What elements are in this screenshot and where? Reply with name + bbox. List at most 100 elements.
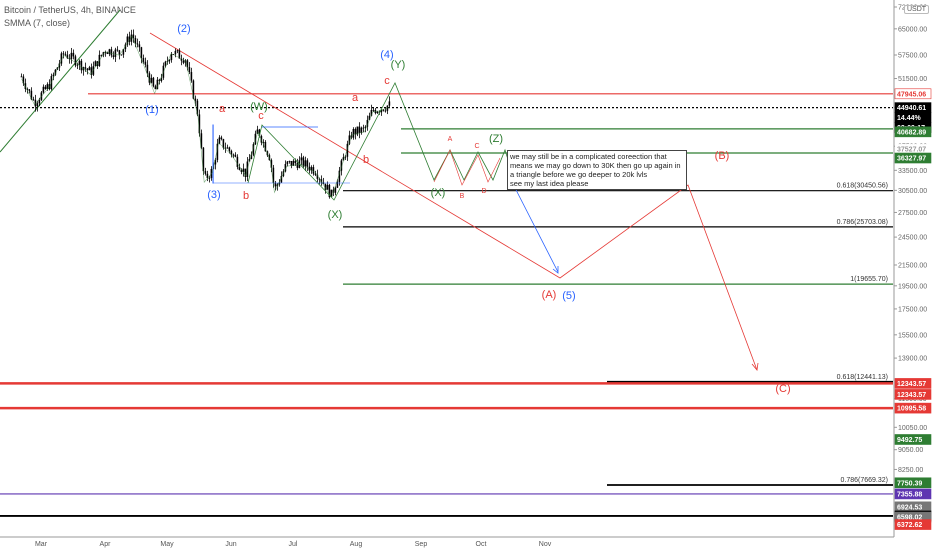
candle-body <box>228 147 231 151</box>
x-tick-label: Aug <box>350 541 363 548</box>
wave-label: a <box>219 103 226 115</box>
candle-body <box>122 49 125 55</box>
candle-body <box>354 129 357 135</box>
candle-body <box>204 171 207 174</box>
candle-body <box>184 60 187 63</box>
x-tick-label: Jul <box>289 541 298 548</box>
candle-body <box>262 142 265 143</box>
x-tick-label: May <box>160 541 174 548</box>
candle-body <box>300 157 303 161</box>
candle-body <box>188 67 191 73</box>
candle-body <box>132 34 135 39</box>
candle-body <box>352 129 355 138</box>
candle-body <box>142 58 145 62</box>
wave-label: A <box>448 136 453 143</box>
abcd-triangle-path <box>433 149 501 186</box>
candle-body <box>116 49 119 51</box>
y-tick-label: 57500.00 <box>898 53 927 60</box>
candle-body <box>66 54 69 59</box>
candle-body <box>186 60 189 68</box>
candle-body <box>236 156 239 167</box>
candle-body <box>270 160 273 168</box>
candle-body <box>202 147 205 172</box>
candle-body <box>134 38 137 44</box>
candle-body <box>28 89 31 91</box>
candle-body <box>78 60 81 65</box>
price-badge-label: 6598.02 <box>897 515 922 522</box>
candle-body <box>32 99 35 101</box>
candle-body <box>242 168 245 172</box>
annotation-text: we may still be in a complicated coreect… <box>510 152 681 188</box>
wave-label: (2) <box>177 23 190 35</box>
candle-body <box>106 52 109 55</box>
candle-body <box>226 147 229 149</box>
candle-body <box>180 58 183 61</box>
candle-body <box>138 44 141 48</box>
candle-body <box>148 73 151 83</box>
candle-body <box>44 86 47 89</box>
candle-body <box>278 182 281 185</box>
price-badge-label: 7355.88 <box>897 491 922 498</box>
candle-body <box>370 109 373 116</box>
candle-body <box>76 64 79 66</box>
candle-body <box>130 34 133 42</box>
price-badge-label: 36327.97 <box>897 156 926 163</box>
candle-body <box>222 139 225 148</box>
fib-label: 0.618(30450.56) <box>837 183 888 190</box>
candle-body <box>250 154 253 159</box>
price-badge <box>894 402 932 414</box>
candle-body <box>176 50 179 52</box>
price-badge-label: 44940.61 <box>897 105 926 112</box>
red-projection-path <box>149 32 758 371</box>
wave-label: B <box>460 193 465 200</box>
annotation-note[interactable]: we may still be in a complicated coreect… <box>507 150 687 190</box>
candle-body <box>136 43 139 45</box>
price-badge-label: 14.44% <box>897 115 922 122</box>
wave-label: (1) <box>145 104 158 116</box>
candle-body <box>178 50 181 59</box>
candle-body <box>190 72 193 81</box>
candle-body <box>306 160 309 167</box>
y-tick-label: 30500.00 <box>898 188 927 195</box>
candle-body <box>238 166 241 170</box>
candle-body <box>34 99 37 107</box>
candle-body <box>158 79 161 81</box>
candle-body <box>344 156 347 158</box>
fib-label: 0.786(7669.32) <box>841 477 888 484</box>
candle-body <box>324 183 327 190</box>
indicator-label[interactable]: SMMA (7, close) <box>4 18 71 28</box>
candle-body <box>42 86 45 93</box>
candle-body <box>256 129 259 134</box>
candle-body <box>216 143 219 160</box>
candle-body <box>110 49 113 56</box>
candle-body <box>54 69 57 75</box>
candle-body <box>60 53 63 64</box>
candle-body <box>192 80 195 99</box>
candle-body <box>200 133 203 148</box>
price-badge <box>894 389 932 400</box>
candle-body <box>62 53 65 55</box>
candle-body <box>194 98 197 101</box>
candle-body <box>232 154 235 156</box>
candle-body <box>302 157 305 167</box>
candle-body <box>128 36 131 42</box>
candle-body <box>218 137 221 144</box>
wave-label: c <box>258 110 264 122</box>
candle-body <box>144 61 147 65</box>
x-tick-label: Mar <box>35 541 48 548</box>
candle-body <box>388 101 391 106</box>
price-badge <box>894 519 932 530</box>
price-badge-label: 9492.75 <box>897 437 922 444</box>
symbol-title[interactable]: Bitcoin / TetherUS, 4h, BINANCE <box>4 5 136 15</box>
currency-badge[interactable]: USDT <box>904 5 930 14</box>
candle-body <box>336 181 339 188</box>
candle-body <box>386 105 389 111</box>
candle-body <box>196 100 199 115</box>
fib-label: 0.618(12441.13) <box>837 374 888 381</box>
wave-label: (A) <box>542 289 557 301</box>
candle-body <box>170 54 173 60</box>
candle-body <box>206 173 209 179</box>
candle-body <box>316 174 319 179</box>
wave-label: (3) <box>207 189 220 201</box>
